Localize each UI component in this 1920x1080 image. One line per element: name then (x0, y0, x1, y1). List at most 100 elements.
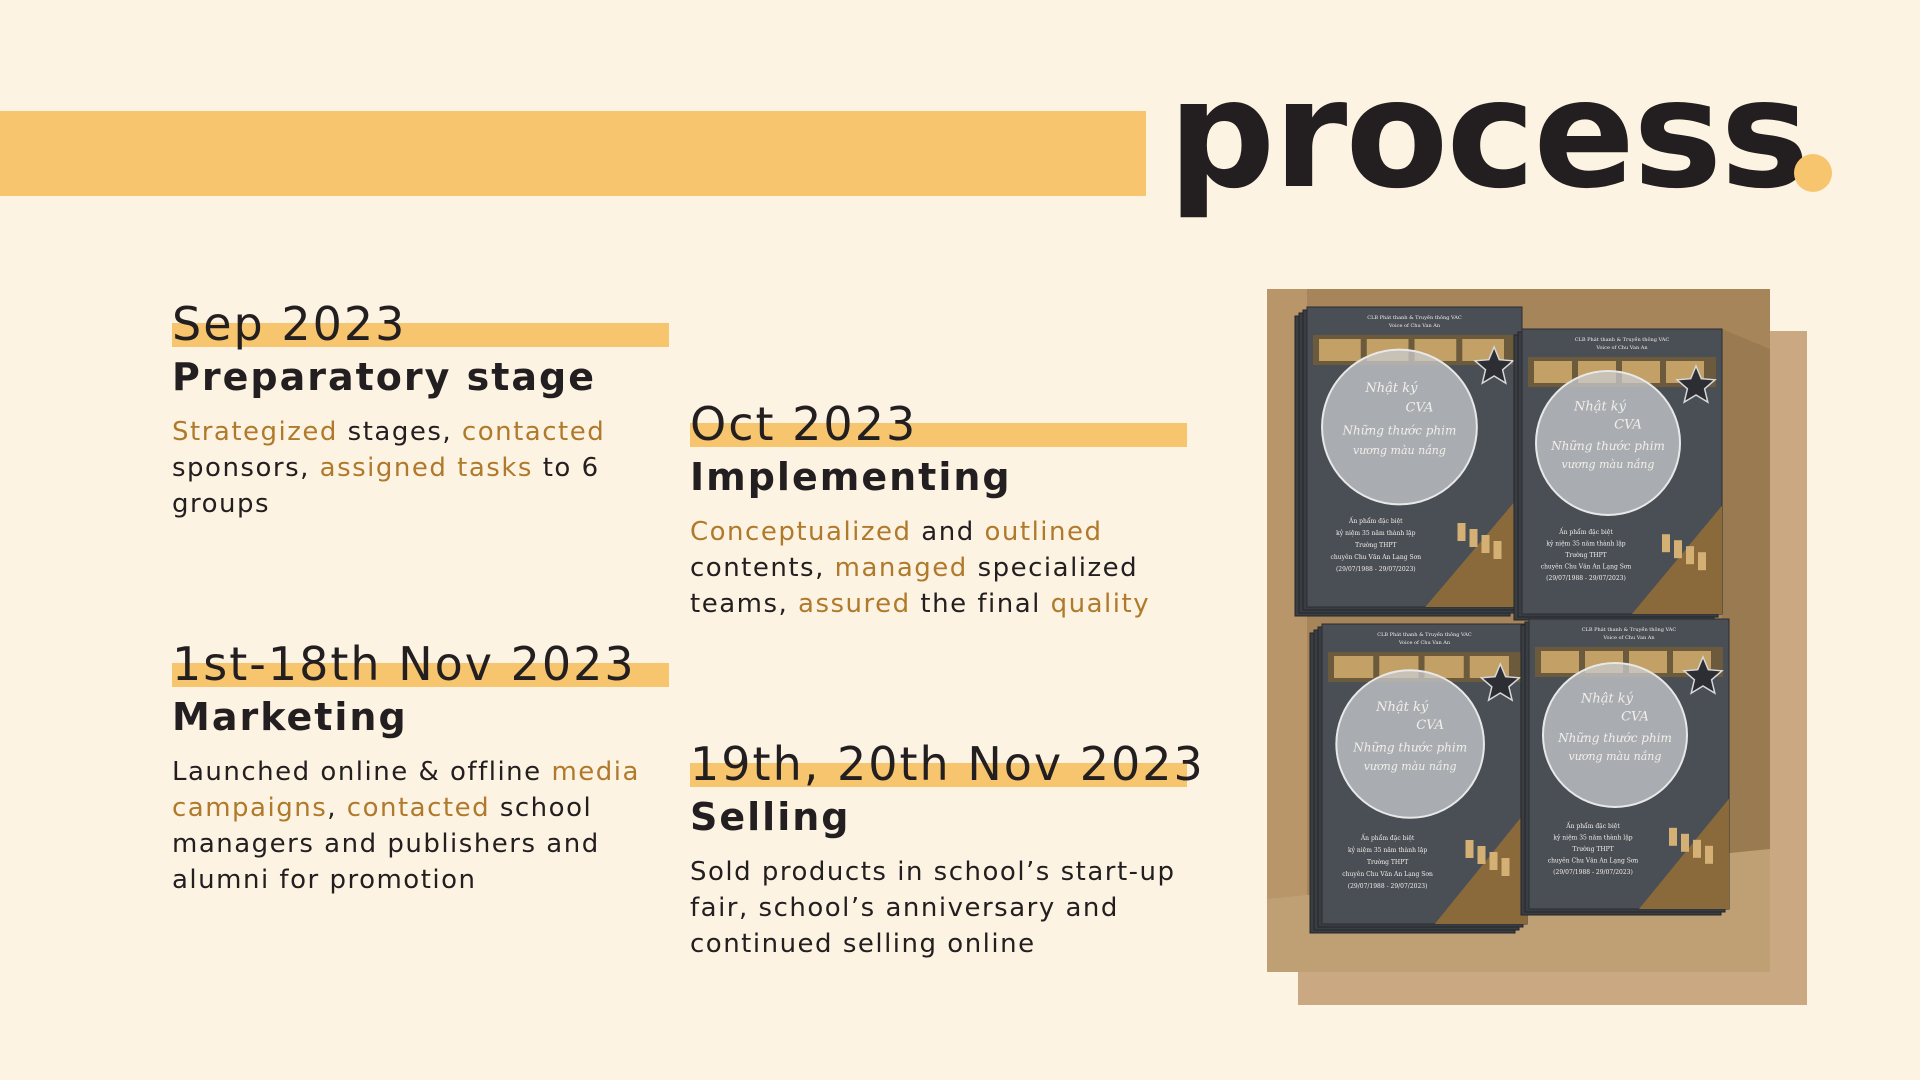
cover-footer-text: Ấn phẩm đặc biệt (1348, 517, 1403, 525)
cover-footer-text: kỷ niệm 35 năm thành lập (1348, 847, 1427, 854)
school-building (1425, 493, 1522, 607)
cover-top-text: Voice of Chu Van An (1388, 323, 1441, 329)
cover-top-text: CLB Phát thanh & Truyền thông VAC (1582, 625, 1677, 633)
star-badge (1473, 345, 1515, 385)
title-dot (1794, 154, 1832, 192)
cover-footer-text: chuyên Chu Văn An Lạng Sơn (1541, 563, 1632, 570)
step-date-wrap: Oct 2023 (690, 396, 1210, 452)
step-description: Strategized stages, contacted sponsors, … (172, 414, 642, 522)
date-highlight-bar (690, 423, 1187, 447)
cover-footer-text: Ấn phẩm đặc biệt (1565, 822, 1620, 830)
step-date-wrap: 1st-18th Nov 2023 (172, 636, 692, 692)
film-frame (1541, 651, 1579, 673)
book-covers: Nhật ký CVA Những thước phim vương màu nắng… (1294, 306, 1730, 934)
cover-title-text: Những thước phim (1557, 731, 1672, 745)
highlighted-text: Strategized (172, 417, 338, 447)
building-window (1465, 840, 1474, 858)
building-window (1705, 845, 1713, 864)
title-circle (1335, 669, 1485, 819)
school-building (1434, 810, 1527, 924)
step-description: Sold products in school’s start-up fair,… (690, 854, 1190, 962)
cover-footer-text: chuyên Chu Văn An Lạng Sơn (1331, 554, 1422, 561)
star-badge (1479, 662, 1522, 702)
building-window (1481, 535, 1490, 553)
cover-title-text: Những thước phim (1342, 424, 1457, 438)
description-text: to 6 groups (172, 453, 600, 519)
building-window (1698, 552, 1706, 571)
description-text: Sold products in school’s start-up fair,… (690, 857, 1176, 959)
box-of-books-illustration: Nhật ký CVA Những thước phim vương màu nắng… (1267, 289, 1770, 972)
highlighted-text: outlined (984, 517, 1103, 547)
highlighted-text: media campaigns (172, 757, 640, 823)
step-heading: Preparatory stage (172, 355, 597, 399)
step-date: 1st-18th Nov 2023 (172, 637, 636, 691)
cover-title-text: Nhật ký (1573, 400, 1627, 415)
cover-title-text: Nhật ký (1364, 381, 1418, 396)
cover-title-text: vương màu nắng (1364, 760, 1457, 773)
step-description: Launched online & offline media campaign… (172, 754, 672, 898)
building-window (1686, 546, 1694, 565)
cover-footer-text: Ấn phẩm đặc biệt (1558, 528, 1613, 536)
cover-footer-text: kỷ niệm 35 năm thành lập (1336, 530, 1415, 537)
building-window (1662, 534, 1670, 553)
title-accent-bar (0, 111, 1146, 196)
cover-title-text: CVA (1621, 710, 1649, 725)
step-heading: Selling (690, 795, 851, 839)
cover-title-text: Nhật ký (1580, 692, 1634, 707)
film-frame (1534, 361, 1572, 383)
cover-title-text: vương màu nắng (1569, 750, 1662, 763)
book-cover: Nhật ký CVA Những thước phim vương màu nắng… (1513, 328, 1723, 621)
cover-footer-text: chuyên Chu Văn An Lạng Sơn (1548, 858, 1639, 865)
step-date: Oct 2023 (690, 397, 918, 451)
step-marketing: 1st-18th Nov 2023 Marketing Launched onl… (172, 636, 692, 898)
step-heading: Implementing (690, 455, 1012, 499)
cover-top-text: CLB Phát thanh & Truyền thông VAC (1367, 313, 1462, 321)
step-date: 19th, 20th Nov 2023 (690, 737, 1205, 791)
description-text: stages, (337, 417, 462, 447)
cover-footer-text: kỷ niệm 35 năm thành lập (1553, 834, 1632, 841)
cover-footer-text: Trường THPT (1565, 552, 1606, 559)
cover-title-text: CVA (1416, 718, 1444, 733)
star-badge (1675, 364, 1717, 404)
cover-title-text: CVA (1406, 401, 1434, 416)
highlighted-text: assigned tasks (319, 453, 533, 483)
cover-footer-text: chuyên Chu Văn An Lạng Sơn (1342, 871, 1433, 878)
description-text: sponsors, (172, 453, 320, 483)
title-circle (1321, 348, 1478, 506)
cover-footer-text: Trường THPT (1572, 846, 1613, 853)
building-window (1457, 523, 1466, 541)
cover-top-text: Voice of Chu Van An (1602, 635, 1655, 641)
title-circle (1542, 662, 1688, 808)
cover-footer-text: (29/07/1988 - 29/07/2023) (1546, 575, 1626, 582)
cover-title-text: Những thước phim (1352, 740, 1467, 754)
film-frame (1319, 339, 1361, 361)
product-photo: Nhật ký CVA Những thước phim vương màu nắng… (1267, 289, 1770, 972)
school-building (1639, 798, 1729, 909)
cover-top-text: Voice of Chu Van An (1595, 345, 1648, 351)
date-highlight-bar (172, 663, 669, 687)
cover-title-text: Những thước phim (1550, 439, 1665, 453)
building-window (1681, 833, 1689, 852)
description-text: school managers and publishers and alumn… (172, 793, 600, 895)
star-badge (1682, 655, 1724, 695)
cover-footer-text: Ấn phẩm đặc biệt (1360, 834, 1415, 842)
cover-footer-text: (29/07/1988 - 29/07/2023) (1336, 566, 1416, 573)
description-text: contents, (690, 553, 835, 583)
step-selling: 19th, 20th Nov 2023 Selling Sold product… (690, 736, 1210, 962)
step-implementing: Oct 2023 Implementing Conceptualized and… (690, 396, 1210, 622)
building-window (1469, 529, 1478, 547)
cover-footer-text: (29/07/1988 - 29/07/2023) (1348, 883, 1428, 890)
cover-footer-text: (29/07/1988 - 29/07/2023) (1553, 869, 1633, 876)
step-preparatory: Sep 2023 Preparatory stage Strategized s… (172, 296, 692, 522)
step-heading: Marketing (172, 695, 408, 739)
box-flap-right (1722, 329, 1770, 972)
building-window (1674, 540, 1682, 559)
cover-top-text: CLB Phát thanh & Truyền thông VAC (1575, 335, 1670, 343)
book-cover: Nhật ký CVA Những thước phim vương màu nắng… (1520, 618, 1730, 916)
highlighted-text: contacted (346, 793, 491, 823)
cover-top-text: CLB Phát thanh & Truyền thông VAC (1377, 630, 1472, 638)
building-window (1693, 839, 1701, 858)
step-date: Sep 2023 (172, 297, 407, 351)
highlighted-text: managed (834, 553, 968, 583)
highlighted-text: assured (798, 589, 911, 619)
